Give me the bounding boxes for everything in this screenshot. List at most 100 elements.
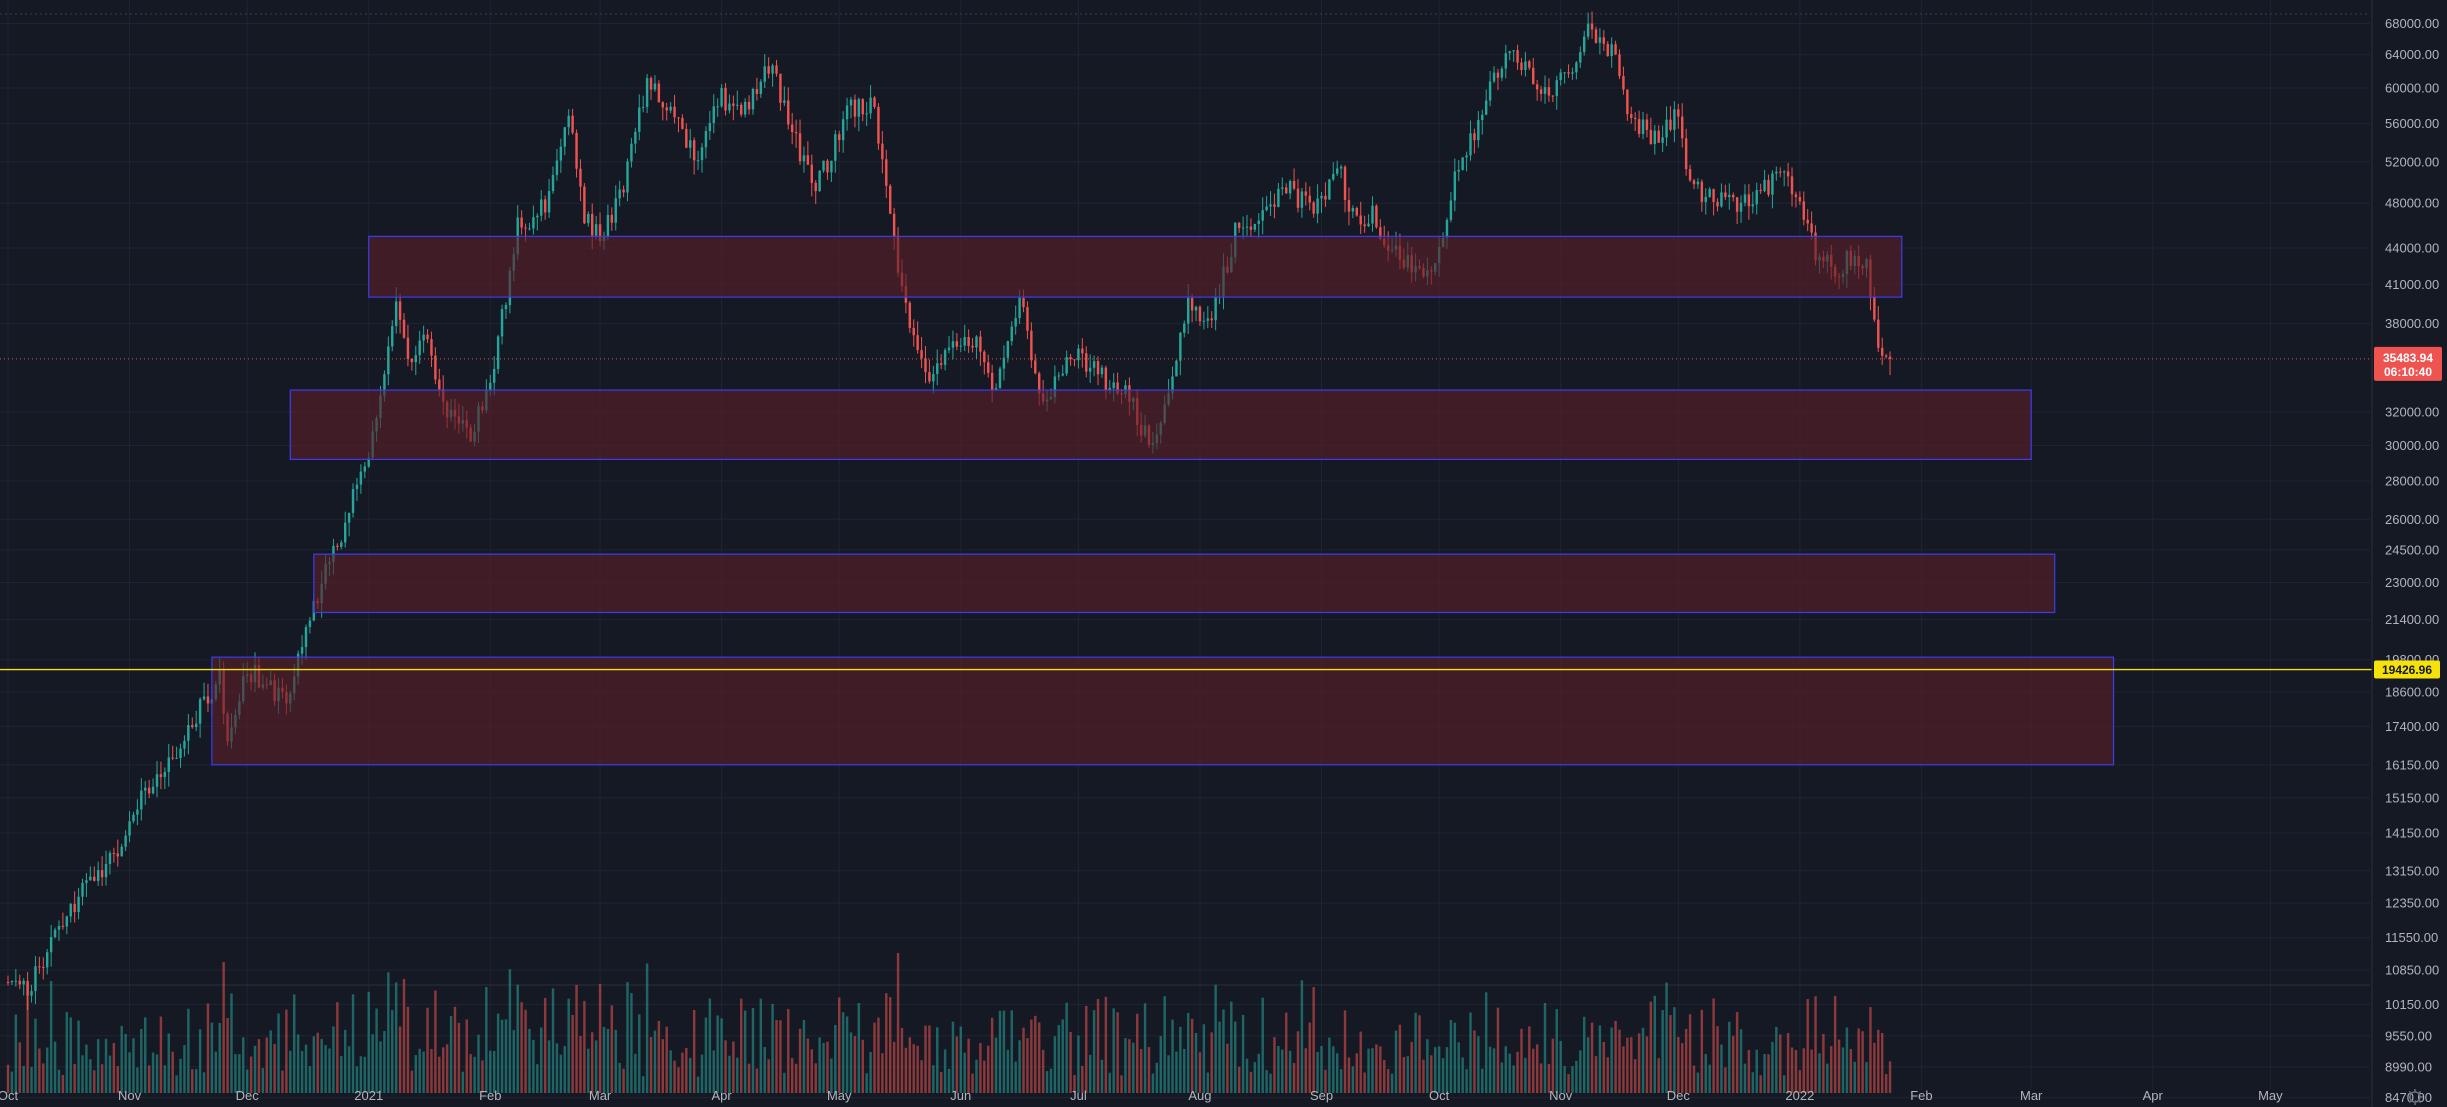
candle-body	[865, 113, 868, 115]
candle-body	[830, 160, 833, 173]
candle-body	[194, 723, 198, 728]
support-resistance-zones[interactable]	[211, 235, 2115, 766]
time-axis[interactable]: Oct Nov Dec 2021 Feb Mar Apr May Jun Jul Aug Sep Oct…	[0, 1088, 2283, 1103]
candle-body	[351, 489, 355, 513]
volume-bar	[1002, 1010, 1006, 1093]
volume-bar	[1183, 1048, 1186, 1093]
volume-bar	[1500, 1062, 1504, 1093]
candle-body	[775, 65, 778, 74]
volume-bar	[1845, 1027, 1849, 1093]
volume-bar	[1222, 1009, 1225, 1093]
price-tick-label: 12350.00	[2385, 896, 2439, 911]
volume-bar	[1767, 1054, 1770, 1093]
volume-bar	[367, 991, 370, 1093]
volume-bar	[849, 1032, 853, 1093]
candle-body	[1684, 138, 1688, 170]
volume-bar	[555, 1043, 559, 1093]
candle-body	[1237, 222, 1241, 228]
candle-body	[363, 466, 367, 472]
zone-rectangle[interactable]	[289, 389, 2032, 461]
volume-bar	[1316, 1051, 1319, 1093]
volume-bar	[363, 1056, 367, 1093]
volume-bar	[591, 1032, 594, 1093]
volume-bar	[1579, 1050, 1582, 1093]
candle-body	[798, 133, 802, 162]
candle-body	[692, 140, 696, 161]
price-tick-label: 68000.00	[2385, 16, 2439, 31]
price-tick-label: 41000.00	[2385, 277, 2439, 292]
volume-bar	[1751, 1072, 1755, 1093]
zone-rectangle[interactable]	[313, 553, 2056, 614]
volume-bar	[194, 1069, 198, 1093]
volume-bar	[767, 1059, 770, 1093]
volume-bar	[1167, 1055, 1170, 1093]
zone-rectangle[interactable]	[211, 656, 2115, 766]
volume-bar	[790, 1058, 794, 1093]
candle-body	[1751, 204, 1755, 207]
volume-bar	[167, 1033, 170, 1093]
candle-body	[69, 903, 72, 917]
price-tick-label: 17400.00	[2385, 719, 2439, 734]
volume-bar	[649, 1036, 653, 1093]
volume-bar	[1759, 1075, 1762, 1093]
volume-bar	[963, 1052, 966, 1093]
volume-bar	[1273, 1037, 1276, 1093]
volume-bar	[783, 1072, 786, 1093]
volume-bar	[245, 1069, 249, 1093]
volume-bar	[328, 1048, 331, 1093]
volume-bar	[26, 983, 29, 1093]
candle-body	[998, 368, 1002, 389]
volume-bar	[422, 1051, 425, 1093]
volume-bar	[747, 1063, 751, 1093]
candle-body	[1575, 62, 1578, 73]
candle-body	[1488, 81, 1492, 101]
zone-rectangle[interactable]	[368, 235, 1903, 298]
candle-body	[606, 214, 610, 237]
volume-bar	[775, 1020, 778, 1093]
volume-bar	[281, 1070, 284, 1093]
candle-body	[61, 925, 65, 927]
candle-body	[89, 876, 92, 881]
candle-body	[1779, 171, 1782, 173]
candle-body	[1296, 188, 1300, 208]
candle-body	[618, 189, 621, 199]
candle-body	[1688, 169, 1692, 181]
price-axis[interactable]: 68000.00 64000.00 60000.00 56000.00 52000.00…	[2371, 0, 2439, 1107]
volume-bar	[920, 1060, 923, 1093]
volume-bar	[500, 1019, 504, 1093]
settings-icon[interactable]	[2407, 1089, 2423, 1105]
candle-body	[1030, 330, 1033, 361]
candles	[6, 11, 1892, 1010]
volume-bar	[1633, 1059, 1637, 1093]
candle-body	[1724, 192, 1727, 198]
volume-bar	[1034, 1015, 1037, 1093]
candle-body	[1626, 89, 1629, 115]
candle-body	[1194, 306, 1198, 311]
price-tick-label: 28000.00	[2385, 474, 2439, 489]
candle-body	[724, 87, 727, 111]
volume-bar	[712, 1050, 715, 1093]
candle-body	[1618, 54, 1621, 77]
candle-body	[1720, 192, 1723, 207]
volume-bar	[38, 1048, 41, 1093]
volume-bar	[826, 1041, 829, 1093]
volume-bar	[830, 1058, 833, 1093]
candle-body	[430, 339, 433, 356]
candle-body	[532, 217, 535, 229]
volume-bar	[1453, 1022, 1457, 1093]
volume-bar	[1481, 1068, 1484, 1093]
volume-bar	[869, 1052, 872, 1093]
volume-bar	[1179, 1026, 1182, 1093]
volume-bar	[230, 993, 233, 1093]
volume-bar	[30, 1066, 33, 1093]
gear-icon-tooth	[2418, 1100, 2422, 1104]
volume-bar	[1539, 1063, 1543, 1093]
candle-body	[1324, 195, 1327, 200]
volume-bar	[1692, 1065, 1696, 1093]
volume-bar	[1128, 1039, 1131, 1093]
candle-body	[1673, 109, 1676, 130]
volume-bar	[1602, 1041, 1606, 1093]
